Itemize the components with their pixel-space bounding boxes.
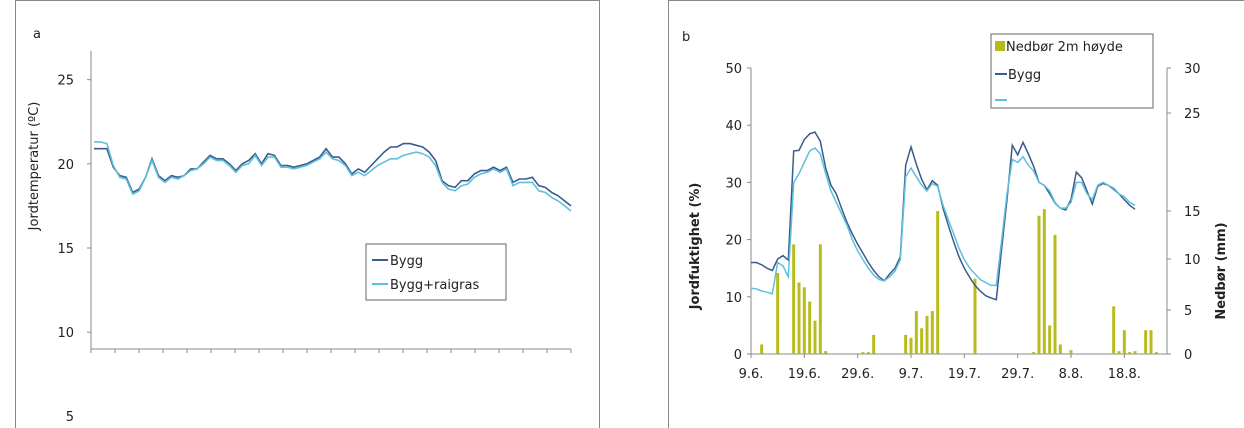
precip-bar	[973, 278, 977, 354]
precip-bar	[904, 334, 908, 354]
legend-label: Bygg	[390, 254, 423, 269]
chart-panel-b: b 0 10 20 30 40 50 0 5 10 15 25 30 9.6. 19.6. 29.6. 9.7.…	[668, 0, 1244, 428]
precip-bar	[1058, 344, 1062, 354]
precip-bar	[1032, 352, 1036, 354]
x-tick-label: 29.6.	[841, 367, 874, 382]
y-tick-label: 20	[57, 158, 74, 173]
precip-bar	[1112, 306, 1116, 354]
precip-bar	[1144, 330, 1148, 354]
x-tick-label: 19.6.	[788, 367, 821, 382]
precip-bar	[802, 287, 806, 354]
x-tick-label: 29.7.	[1001, 367, 1034, 382]
legend-box	[990, 33, 1154, 109]
precip-bar	[1042, 209, 1046, 354]
precip-bar	[1133, 351, 1137, 354]
series-line	[94, 141, 572, 212]
x-tick-label: 19.7.	[948, 367, 981, 382]
y-tick-label: 5	[66, 410, 74, 425]
precip-bar	[872, 334, 876, 354]
chart-b-svg: b 0 10 20 30 40 50 0 5 10 15 25 30 9.6. 19.6. 29.6. 9.7.…	[682, 30, 1229, 382]
precip-bar	[1053, 234, 1057, 354]
chart-a-svg: a 25 20 15 10 5 Jordtemperatur (ºC) Bygg Bygg+ra…	[27, 27, 572, 425]
series-line	[750, 147, 1136, 295]
panel-label: a	[33, 27, 41, 42]
legend-swatch-bar	[995, 41, 1005, 51]
precip-bar	[1117, 351, 1121, 354]
legend-label: Nedbør 2m høyde	[1006, 40, 1123, 55]
precip-bar	[930, 311, 934, 354]
precip-bar	[1048, 325, 1052, 354]
precip-bar	[776, 272, 780, 354]
precip-bar	[813, 320, 817, 354]
y-tick-label: 0	[734, 348, 742, 363]
precip-bar	[866, 352, 870, 354]
precip-bar	[1069, 350, 1073, 354]
legend-label: Bygg+raigras	[390, 278, 479, 293]
legend-label: Bygg	[1008, 68, 1041, 83]
y-tick-label: 25	[57, 74, 74, 89]
precip-bar	[861, 352, 865, 354]
y2-tick-label: 30	[1184, 62, 1201, 77]
x-tick-label: 8.8.	[1059, 367, 1084, 382]
y2-tick-label: 10	[1184, 253, 1201, 268]
chart-panel-a: a 25 20 15 10 5 Jordtemperatur (ºC) Bygg Bygg+ra…	[15, 0, 600, 428]
x-tick-label: 9.6.	[739, 367, 764, 382]
y-tick-label: 50	[725, 62, 742, 77]
precip-bar	[909, 337, 913, 354]
y2-tick-label: 5	[1184, 304, 1192, 319]
y-tick-label: 10	[57, 326, 74, 341]
precip-bar	[1128, 352, 1132, 354]
y-tick-label: 30	[725, 176, 742, 191]
precip-bar	[925, 315, 929, 354]
precip-bar	[818, 244, 822, 354]
y-axis-title: Jordfuktighet (%)	[688, 183, 703, 311]
precip-bar	[808, 301, 812, 354]
legend-box	[365, 243, 507, 301]
x-tick-label: 18.8.	[1108, 367, 1141, 382]
precip-bar	[797, 282, 801, 354]
y-axis-title: Jordtemperatur (ºC)	[27, 102, 42, 232]
panel-label: b	[682, 30, 690, 45]
precip-bar	[1037, 215, 1041, 354]
y2-tick-label: 15	[1184, 205, 1201, 220]
y2-tick-label: 25	[1184, 107, 1201, 122]
precip-bar	[936, 211, 940, 354]
series-line	[751, 131, 1136, 301]
y-tick-label: 20	[725, 234, 742, 249]
precip-bar	[1154, 352, 1158, 354]
y-tick-label: 10	[725, 291, 742, 306]
y2-tick-label: 0	[1184, 348, 1192, 363]
y-tick-label: 15	[57, 242, 74, 257]
precip-bar	[914, 311, 918, 354]
precip-bar	[760, 344, 764, 354]
precip-bar	[792, 244, 796, 354]
y2-axis-title: Nedbør (mm)	[1214, 222, 1229, 319]
precip-bar	[1149, 330, 1153, 354]
precip-bar	[920, 328, 924, 354]
x-tick-label: 9.7.	[899, 367, 924, 382]
precip-bar	[1122, 330, 1126, 354]
y-tick-label: 40	[725, 119, 742, 134]
precip-bar	[824, 351, 828, 354]
series-line	[94, 142, 572, 207]
